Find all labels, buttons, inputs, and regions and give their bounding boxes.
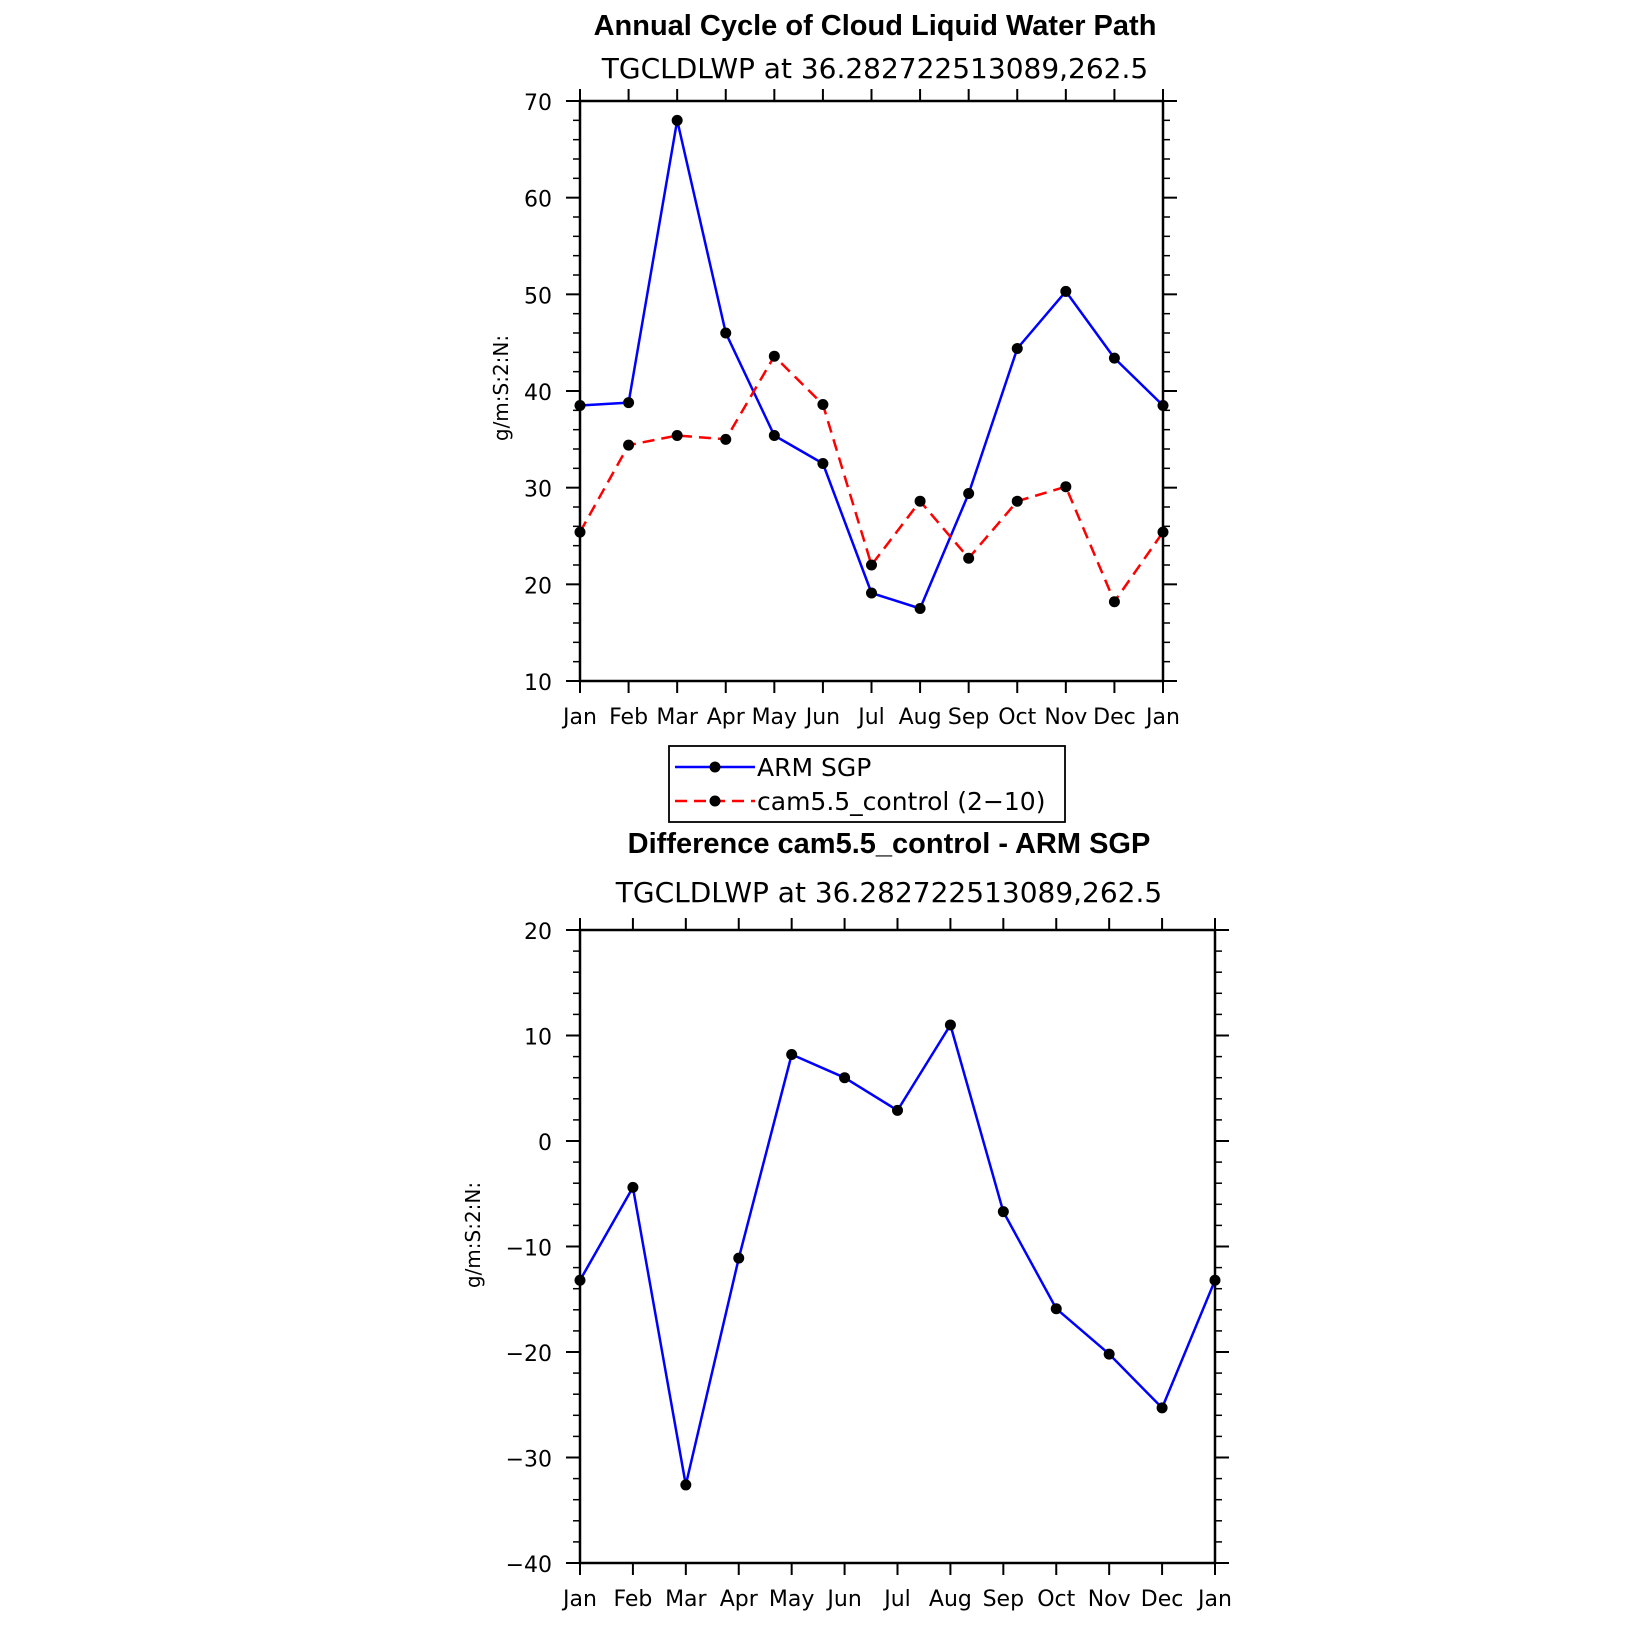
- chart2-series-1-point: [997, 1206, 1009, 1218]
- chart1-series-2-point: [817, 399, 829, 411]
- chart1-subtitle: TGCLDLWP at 36.282722513089,262.5: [601, 52, 1148, 85]
- chart1-y-tick-label: 20: [524, 574, 552, 599]
- chart1-series-1-point: [963, 487, 975, 499]
- chart1-series-1-point: [623, 397, 635, 409]
- chart2-x-tick-label: Apr: [720, 1587, 759, 1612]
- chart2-plot: Jan Feb Mar Apr May Jun Jul Aug Sep Oct Nov Dec Jan−…: [506, 918, 1232, 1612]
- chart1-series-1-point: [720, 327, 732, 339]
- chart1-series-1-line: [579, 119, 1164, 610]
- chart2-series-1-point: [733, 1252, 745, 1264]
- chart1-x-tick-label: Jan: [561, 705, 597, 730]
- chart2-y-tick-label: 0: [538, 1131, 552, 1156]
- chart1-series-2-point: [768, 350, 780, 362]
- chart2-series-1-line: [578, 1023, 1217, 1487]
- legend-box: [668, 745, 1066, 823]
- legend-label-cam55-control: cam5.5_control (2−10): [757, 787, 1045, 816]
- chart1-series-1-point: [768, 429, 780, 441]
- chart2-series-1-point: [839, 1072, 851, 1084]
- chart1-series-2-point: [1108, 596, 1120, 608]
- chart1-series-2-point: [623, 439, 635, 451]
- chart1-series-2-point: [914, 495, 926, 507]
- chart2-x-tick-label: Aug: [929, 1587, 972, 1612]
- chart2-series-1-point: [627, 1181, 639, 1193]
- chart2-title: Difference cam5.5_control - ARM SGP: [628, 828, 1151, 860]
- chart2-x-tick-label: May: [769, 1587, 814, 1612]
- legend-marker-cam55-control: [709, 795, 721, 807]
- chart1-x-tick-label: Apr: [707, 705, 746, 730]
- chart1-series-1-point: [866, 587, 877, 599]
- chart1-y-tick-label: 70: [524, 91, 552, 116]
- chart1-y-tick-label: 30: [524, 478, 552, 503]
- chart2-x-tick-label: Jan: [1196, 1587, 1232, 1612]
- chart1-series-2-point: [963, 552, 975, 564]
- chart2-y-tick-label: −30: [506, 1448, 552, 1473]
- chart2-series-1-point: [1156, 1402, 1168, 1414]
- chart1-series-1-point: [1060, 285, 1072, 297]
- chart1-series-2-point: [574, 526, 586, 538]
- chart1-series-1-point: [1157, 400, 1169, 411]
- chart2-series-1-point: [680, 1479, 692, 1491]
- chart1-y-tick-label: 40: [524, 381, 552, 406]
- chart1-y-tick-label: 10: [524, 671, 552, 696]
- chart2-series-1-point: [892, 1104, 903, 1116]
- chart1-series-1-point: [574, 400, 586, 411]
- chart1-x-tick-label: Nov: [1044, 705, 1087, 730]
- legend-label-arm-sgp: ARM SGP: [757, 753, 871, 782]
- chart1-y-tick-label: 50: [524, 284, 552, 309]
- chart1-plot: Jan Feb Mar Apr May Jun Jul Aug Sep Oct Nov Dec Jan 1…: [524, 89, 1180, 730]
- chart1-series-1-point: [1011, 342, 1023, 354]
- chart2-y-tick-label: −20: [506, 1342, 552, 1367]
- chart2-x-tick-label: Mar: [665, 1587, 707, 1612]
- chart1-series-1-point: [671, 114, 683, 126]
- chart2-series-1-point: [1050, 1303, 1062, 1315]
- chart1-series-2-point: [866, 559, 877, 571]
- chart1-series-1-point: [914, 603, 926, 614]
- chart1-series-2-point: [1060, 481, 1072, 493]
- chart2-series-1-point: [574, 1274, 586, 1286]
- chart2-x-tick-label: Jun: [825, 1587, 861, 1612]
- chart2-x-tick-label: Jul: [882, 1587, 911, 1612]
- chart1-x-tick-label: Mar: [656, 705, 698, 730]
- chart2-x-tick-label: Feb: [613, 1587, 652, 1612]
- chart2-x-tick-label: Jan: [561, 1587, 597, 1612]
- chart1-series-1-point: [1108, 352, 1120, 364]
- chart1-legend: ARM SGP cam5.5_control (2−10): [668, 745, 1066, 823]
- chart2-series-1-point: [944, 1019, 956, 1031]
- chart2-series-1-point: [1103, 1348, 1115, 1360]
- chart1-x-tick-label: Oct: [998, 705, 1036, 730]
- chart2-series-1-point: [786, 1048, 798, 1060]
- chart2-x-tick-label: Oct: [1037, 1587, 1075, 1612]
- chart1-x-tick-label: Sep: [948, 705, 989, 730]
- chart2-series-1-point: [1209, 1274, 1221, 1286]
- chart1-y-tick-label: 60: [524, 188, 552, 213]
- chart1-x-tick-label: Jul: [856, 705, 885, 730]
- chart1-series-1-point: [817, 458, 829, 469]
- chart2-x-tick-label: Sep: [983, 1587, 1024, 1612]
- chart1-x-tick-label: Feb: [609, 705, 648, 730]
- chart2-subtitle: TGCLDLWP at 36.282722513089,262.5: [615, 876, 1162, 909]
- chart1-title: Annual Cycle of Cloud Liquid Water Path: [594, 10, 1157, 42]
- chart1-x-tick-label: Aug: [899, 705, 942, 730]
- chart1-series-2-point: [671, 429, 683, 441]
- chart1-y-axis-label: g/m:S:2:N:: [489, 335, 513, 441]
- chart1-x-tick-label: Dec: [1093, 705, 1136, 730]
- chart1-x-tick-label: Jan: [1144, 705, 1180, 730]
- chart2-frame: [578, 928, 1217, 1565]
- chart2-y-tick-label: 20: [524, 920, 552, 945]
- chart1-series-2-point: [1011, 495, 1023, 507]
- chart2-y-tick-label: −10: [506, 1237, 552, 1262]
- chart1-x-tick-label: May: [752, 705, 797, 730]
- chart2-x-tick-label: Nov: [1088, 1587, 1131, 1612]
- chart1-series-2-point: [1157, 526, 1169, 538]
- legend-marker-arm-sgp: [709, 761, 721, 773]
- chart1-series-2-point: [720, 433, 732, 445]
- chart2-y-tick-label: 10: [524, 1026, 552, 1051]
- chart2-y-axis-label: g/m:S:2:N:: [461, 1182, 485, 1288]
- chart1-x-tick-label: Jun: [804, 705, 840, 730]
- chart2-x-tick-label: Dec: [1141, 1587, 1184, 1612]
- chart2-y-tick-label: −40: [506, 1553, 552, 1578]
